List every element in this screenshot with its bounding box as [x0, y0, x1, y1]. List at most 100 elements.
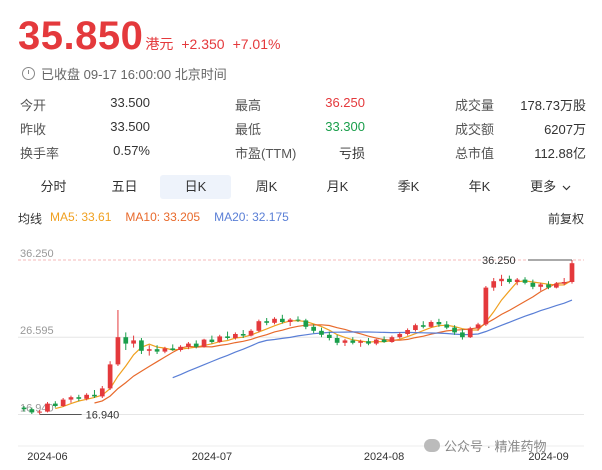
candle-body: [546, 284, 551, 288]
market-status-text: 已收盘 09-17 16:00:00 北京时间: [41, 67, 227, 82]
candle-body: [60, 399, 66, 406]
price-change: +2.350: [181, 36, 225, 52]
clock-icon: [22, 67, 35, 80]
ma20-value: MA20: 32.175: [214, 210, 289, 224]
stat-label: 最低: [235, 121, 262, 137]
candle-body: [68, 397, 74, 400]
candle-body: [420, 325, 426, 327]
stat-turnover-rate: 换手率 0.57%: [20, 143, 150, 162]
candle-body: [381, 339, 387, 342]
tab-five-day[interactable]: 五日: [111, 179, 138, 194]
market-status: 已收盘 09-17 16:00:00 北京时间: [22, 64, 227, 83]
stats-row: 今开 33.500 最高 36.250 成交量 178.73万股: [20, 92, 586, 116]
stat-label: 最高: [235, 97, 262, 113]
stat-label: 成交量: [455, 97, 495, 113]
candle-body: [436, 322, 442, 325]
candle-body: [139, 340, 144, 351]
tab-intraday[interactable]: 分时: [40, 179, 67, 194]
stat-market-cap: 总市值 112.88亿: [455, 143, 586, 162]
candle-body: [99, 388, 105, 397]
stat-value: 112.88亿: [534, 145, 586, 161]
candle-body: [334, 338, 340, 343]
watermark-text: 公众号 · 精准药物: [444, 439, 547, 454]
candle-body: [146, 349, 152, 351]
candle-body: [279, 318, 285, 322]
tab-more-label: 更多: [530, 179, 557, 194]
stat-value: 33.500: [110, 94, 150, 110]
candle-body: [131, 340, 136, 344]
x-tick-label: 2024-09: [528, 451, 568, 463]
stats-row: 昨收 33.500 最低 33.300 成交额 6207万: [20, 116, 586, 140]
x-tick-label: 2024-07: [192, 451, 232, 463]
ma20-line: [172, 299, 573, 379]
candle-body: [569, 263, 575, 282]
stat-label: 昨收: [20, 121, 47, 137]
tab-daily-k[interactable]: 日K: [160, 175, 231, 199]
tab-yearly-k[interactable]: 年K: [468, 179, 491, 194]
candle-body: [209, 339, 215, 342]
candle-body: [162, 348, 168, 352]
price-change-percent: +7.01%: [232, 36, 281, 52]
candle-body: [186, 343, 191, 347]
stat-pe-ttm: 市盈(TTM) 亏损: [235, 143, 365, 162]
candle-body: [21, 407, 27, 410]
ma-legend: 均线 MA5: 33.61 MA10: 33.205 MA20: 32.175 …: [18, 210, 584, 227]
candle-body: [397, 334, 403, 338]
stat-label: 换手率: [20, 145, 60, 161]
low-annotation: 16.940: [86, 409, 120, 421]
candle-body: [389, 337, 395, 342]
candle-body: [491, 281, 497, 288]
candle-body: [405, 330, 410, 334]
candle-body: [311, 326, 317, 331]
tab-quarterly-k[interactable]: 季K: [397, 179, 420, 194]
candle-body: [499, 278, 504, 282]
ma5-line: [55, 279, 573, 410]
stat-open: 今开 33.500: [20, 95, 150, 114]
candle-body: [483, 287, 489, 325]
candle-body: [193, 343, 199, 347]
stat-label: 市盈(TTM): [235, 145, 297, 161]
candle-body: [123, 337, 129, 344]
candle-body: [217, 336, 223, 342]
y-tick-label: 26.595: [20, 325, 54, 337]
stat-value: 0.57%: [113, 142, 150, 158]
tab-monthly-k[interactable]: 月K: [326, 179, 349, 194]
tab-weekly-k[interactable]: 周K: [255, 179, 278, 194]
candle-body: [530, 282, 536, 287]
stat-value: 6207万: [544, 121, 586, 137]
ma5-value: MA5: 33.61: [50, 210, 112, 224]
currency-label: 港元: [145, 36, 174, 52]
candle-body: [326, 334, 332, 338]
candle-body: [561, 282, 567, 284]
watermark: 公众号 · 精准药物: [424, 436, 547, 455]
candle-body: [358, 341, 363, 343]
stat-value: 亏损: [338, 145, 365, 161]
high-annotation: 36.250: [482, 255, 516, 267]
candle-body: [460, 332, 465, 338]
candle-body: [342, 340, 348, 343]
stat-volume: 成交量 178.73万股: [455, 95, 586, 114]
stat-value: 36.250: [325, 94, 365, 110]
candle-body: [475, 324, 481, 329]
candle-body: [373, 339, 379, 344]
tab-more[interactable]: 更多: [515, 175, 586, 199]
stat-label: 今开: [20, 97, 47, 113]
wechat-icon: [424, 439, 440, 452]
stat-low: 最低 33.300: [235, 119, 365, 138]
period-tabs: 分时 五日 日K 周K 月K 季K 年K 更多: [18, 175, 586, 199]
stat-value: 33.300: [325, 118, 365, 134]
stat-value: 33.500: [110, 118, 150, 134]
candle-body: [45, 403, 50, 412]
candle-body: [154, 349, 160, 352]
candle-body: [233, 334, 238, 338]
candle-body: [413, 325, 418, 330]
adjust-mode-button[interactable]: 前复权: [547, 212, 584, 226]
ma10-line: [94, 280, 573, 404]
stat-high: 最高 36.250: [235, 95, 365, 114]
candle-body: [303, 320, 309, 327]
chevron-down-icon: [562, 185, 571, 190]
candle-body: [366, 341, 371, 344]
stats-grid: 今开 33.500 最高 36.250 成交量 178.73万股 昨收 33.500 最…: [20, 92, 586, 164]
stats-row: 换手率 0.57% 市盈(TTM) 亏损 总市值 112.88亿: [20, 140, 586, 164]
